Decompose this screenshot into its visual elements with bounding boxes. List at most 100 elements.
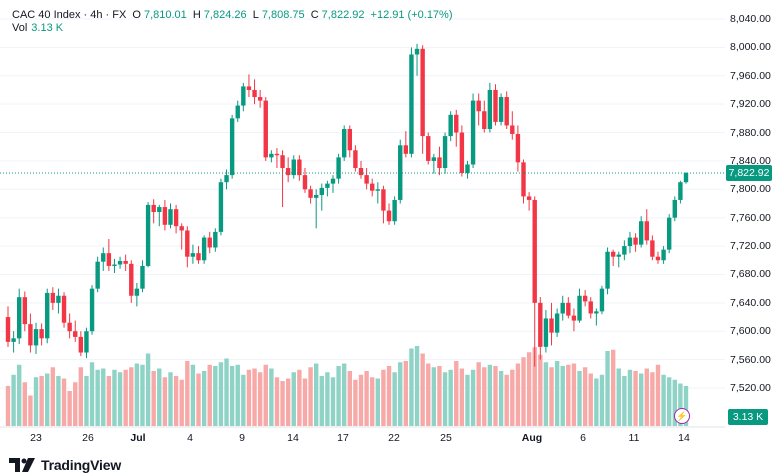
time-tick-label: 9	[239, 432, 245, 444]
volume-bar	[521, 357, 526, 426]
candle-body	[341, 128, 347, 158]
candle-body	[476, 100, 481, 112]
volume-bar	[22, 382, 28, 426]
candle-body	[610, 251, 616, 257]
candle-body	[151, 204, 156, 213]
candle-body	[386, 210, 392, 222]
volume-bar	[510, 369, 515, 426]
candle	[487, 82, 493, 133]
price-tick-label: 7,840.00	[730, 154, 771, 167]
candle-body	[123, 260, 128, 264]
candle	[179, 223, 184, 250]
candle	[347, 125, 353, 158]
volume-bar	[218, 362, 224, 426]
candle-body	[78, 336, 84, 353]
candle	[482, 100, 487, 133]
candle	[45, 288, 50, 344]
candle	[521, 159, 526, 204]
volume-bar	[5, 386, 11, 426]
brand-name: TradingView	[41, 457, 122, 473]
lightning-icon[interactable]: ⚡	[674, 408, 690, 424]
volume-bar	[11, 374, 16, 426]
volume-bar	[280, 381, 285, 426]
candle-body	[269, 153, 274, 158]
candle-body	[112, 264, 117, 266]
candle	[106, 238, 112, 271]
volume-bar	[650, 372, 655, 426]
volume-bar	[196, 373, 201, 426]
high-value: 7,824.26	[203, 9, 247, 21]
candle	[56, 288, 61, 314]
volume-bar	[39, 376, 44, 426]
candle-body	[454, 114, 459, 133]
candle-body	[61, 295, 67, 323]
candle	[22, 291, 28, 332]
candle-body	[313, 194, 319, 198]
volume-bar	[313, 363, 319, 426]
candle-body	[162, 207, 168, 225]
volume-bar	[644, 368, 649, 426]
time-tick-label: 23	[30, 432, 42, 444]
volume-bar	[162, 377, 168, 426]
price-tick-label: 7,520.00	[730, 382, 771, 394]
candle	[252, 79, 257, 105]
volume-bar	[599, 374, 605, 426]
volume-bar	[61, 378, 67, 426]
volume-bar	[67, 391, 72, 426]
candle	[78, 331, 84, 357]
candle-body	[129, 263, 134, 296]
candle-body	[661, 249, 666, 261]
volume-bar	[257, 372, 263, 426]
candle-body	[398, 145, 403, 200]
candle-body	[493, 89, 498, 122]
candle-body	[145, 204, 151, 266]
candle	[448, 111, 453, 142]
candle-body	[442, 136, 448, 169]
candle	[353, 145, 358, 172]
candle	[246, 74, 252, 98]
candle-body	[437, 157, 442, 169]
brand-logo[interactable]: TradingView	[9, 457, 121, 473]
volume-bar	[515, 363, 521, 426]
candle-body	[213, 231, 218, 248]
candle	[588, 297, 593, 319]
candle-body	[257, 97, 263, 101]
candle	[599, 285, 605, 315]
candle-body	[470, 100, 476, 165]
volume-bar	[375, 378, 381, 426]
volume-bar	[566, 364, 571, 426]
candle	[493, 84, 498, 126]
candle-body	[678, 182, 683, 200]
volume-bar	[308, 367, 313, 426]
volume-bar	[414, 346, 420, 426]
price-tick-label: 7,600.00	[730, 325, 771, 338]
volume-bar	[543, 362, 549, 426]
candle-body	[605, 251, 610, 289]
volume-bar	[274, 377, 280, 426]
candle-body	[106, 253, 112, 266]
time-tick-label: 6	[580, 432, 586, 444]
candle-body	[420, 48, 425, 137]
volume-bar	[605, 351, 610, 426]
candle-body	[426, 136, 431, 161]
candle-body	[285, 168, 291, 176]
volume-bar	[666, 377, 672, 426]
volume-bar	[123, 369, 128, 426]
candle-body	[5, 317, 11, 342]
candle	[341, 125, 347, 161]
candle	[151, 199, 156, 224]
candle	[291, 155, 296, 179]
volume-bar	[431, 367, 437, 426]
candle-body	[17, 297, 22, 339]
volume-bar	[336, 366, 341, 426]
candle	[313, 189, 319, 229]
candle	[594, 308, 599, 326]
volume-bar	[229, 366, 235, 426]
volume-bar	[106, 376, 112, 426]
volume-bar	[241, 374, 246, 426]
volume-bar	[101, 368, 106, 426]
volume-bar	[347, 371, 353, 426]
candle	[123, 254, 128, 271]
candle-body	[185, 230, 190, 257]
